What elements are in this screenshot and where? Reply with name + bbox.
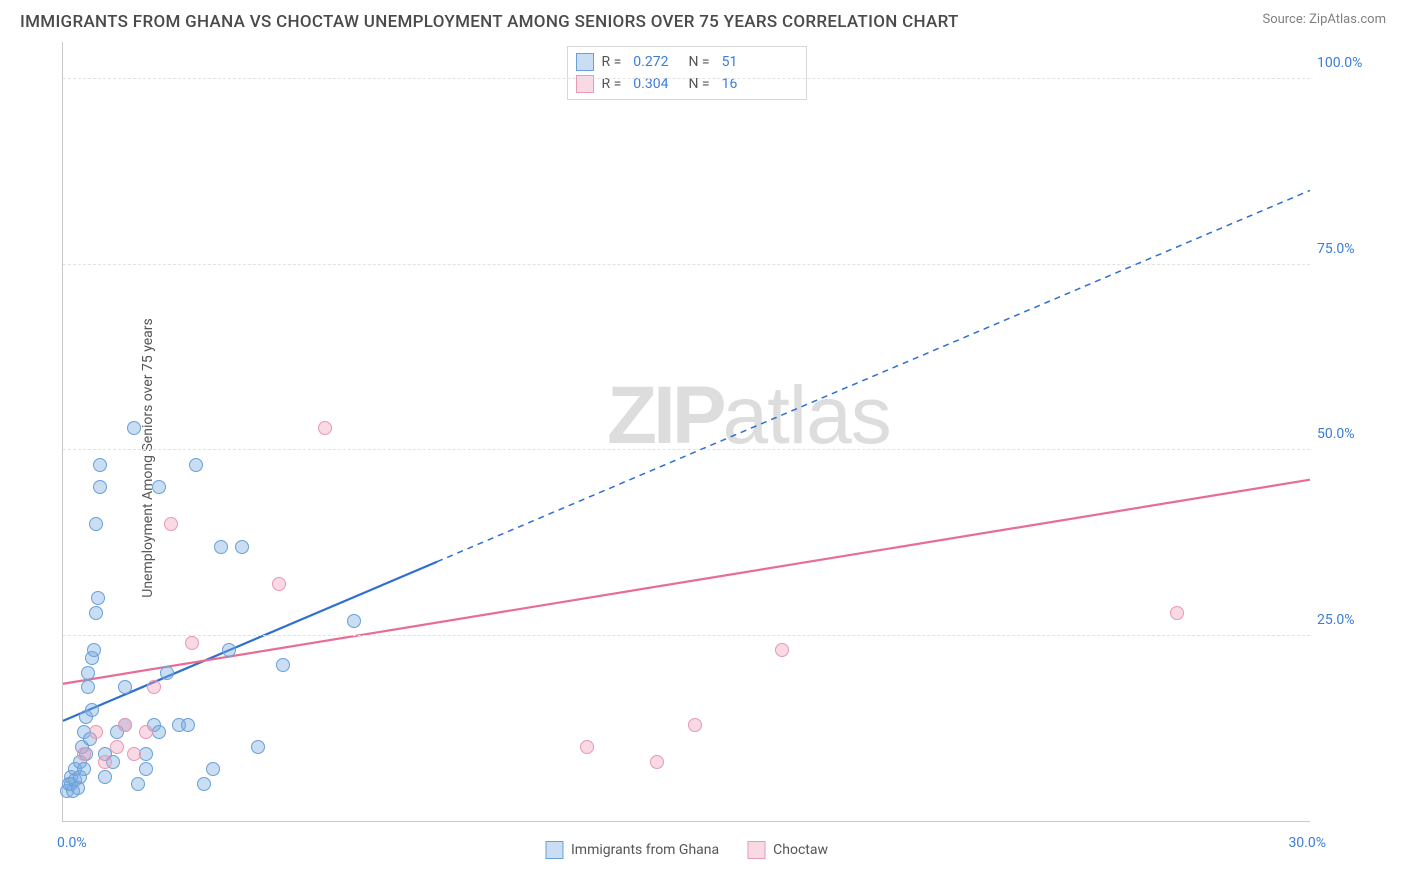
data-point-ghana [127, 421, 141, 435]
data-point-choctaw [185, 636, 199, 650]
y-tick-label: 75.0% [1317, 241, 1372, 257]
data-point-ghana [197, 777, 211, 791]
data-point-ghana [81, 666, 95, 680]
legend-r-label: R = [602, 54, 622, 70]
data-point-choctaw [147, 680, 161, 694]
data-point-ghana [160, 666, 174, 680]
data-point-ghana [276, 658, 290, 672]
legend-label: Choctaw [773, 842, 828, 858]
legend-swatch [747, 841, 765, 859]
data-point-ghana [347, 614, 361, 628]
data-point-choctaw [139, 725, 153, 739]
legend-item-choctaw: Choctaw [747, 841, 828, 859]
data-point-choctaw [1170, 606, 1184, 620]
data-point-ghana [214, 540, 228, 554]
data-point-choctaw [775, 643, 789, 657]
legend-n-label: N = [688, 54, 709, 70]
series-legend: Immigrants from Ghana Choctaw [545, 841, 828, 859]
data-point-choctaw [89, 725, 103, 739]
data-point-ghana [89, 517, 103, 531]
data-point-ghana [77, 762, 91, 776]
plot-area: ZIPatlas R =0.272N =51R =0.304N =16 Immi… [62, 42, 1310, 822]
legend-row-choctaw: R =0.304N =16 [576, 73, 798, 95]
data-point-ghana [118, 680, 132, 694]
x-tick-label: 30.0% [1288, 835, 1326, 851]
data-point-choctaw [650, 755, 664, 769]
data-point-choctaw [272, 577, 286, 591]
data-point-ghana [139, 747, 153, 761]
source-link[interactable]: ZipAtlas.com [1309, 12, 1386, 27]
data-point-choctaw [77, 747, 91, 761]
x-tick-label: 0.0% [57, 835, 87, 851]
data-point-choctaw [164, 517, 178, 531]
legend-swatch [545, 841, 563, 859]
legend-r-value: 0.272 [633, 54, 668, 70]
data-point-choctaw [118, 718, 132, 732]
data-point-choctaw [580, 740, 594, 754]
y-tick-label: 25.0% [1317, 612, 1372, 628]
gridline [63, 78, 1310, 79]
data-point-choctaw [110, 740, 124, 754]
data-point-ghana [87, 643, 101, 657]
data-point-ghana [206, 762, 220, 776]
chart-container: Unemployment Among Seniors over 75 years… [18, 42, 1388, 874]
correlation-legend: R = 0.272 N = 51 R =0.304N =16 [567, 46, 807, 100]
data-point-choctaw [98, 755, 112, 769]
chart-title: IMMIGRANTS FROM GHANA VS CHOCTAW UNEMPLO… [20, 12, 959, 32]
data-point-ghana [93, 480, 107, 494]
y-tick-label: 100.0% [1317, 55, 1372, 71]
data-point-ghana [81, 680, 95, 694]
data-point-ghana [222, 643, 236, 657]
gridline [63, 635, 1310, 636]
legend-n-value: 51 [722, 54, 738, 70]
legend-row-ghana: R = 0.272 N = 51 [576, 51, 798, 73]
data-point-choctaw [318, 421, 332, 435]
gridline [63, 264, 1310, 265]
legend-label: Immigrants from Ghana [571, 842, 719, 858]
data-point-ghana [189, 458, 203, 472]
data-point-ghana [91, 591, 105, 605]
data-point-choctaw [127, 747, 141, 761]
data-point-ghana [131, 777, 145, 791]
source-attribution: Source: ZipAtlas.com [1262, 12, 1386, 27]
data-point-ghana [235, 540, 249, 554]
data-point-ghana [85, 703, 99, 717]
y-tick-label: 50.0% [1317, 426, 1372, 442]
source-prefix: Source: [1262, 12, 1309, 27]
data-point-ghana [181, 718, 195, 732]
data-point-ghana [251, 740, 265, 754]
gridline [63, 449, 1310, 450]
data-point-ghana [152, 480, 166, 494]
data-point-ghana [93, 458, 107, 472]
data-point-ghana [98, 770, 112, 784]
data-point-ghana [152, 725, 166, 739]
data-point-ghana [139, 762, 153, 776]
data-point-ghana [89, 606, 103, 620]
data-point-choctaw [688, 718, 702, 732]
legend-swatch [576, 53, 594, 71]
legend-item-ghana: Immigrants from Ghana [545, 841, 719, 859]
trend-lines [63, 42, 1310, 821]
